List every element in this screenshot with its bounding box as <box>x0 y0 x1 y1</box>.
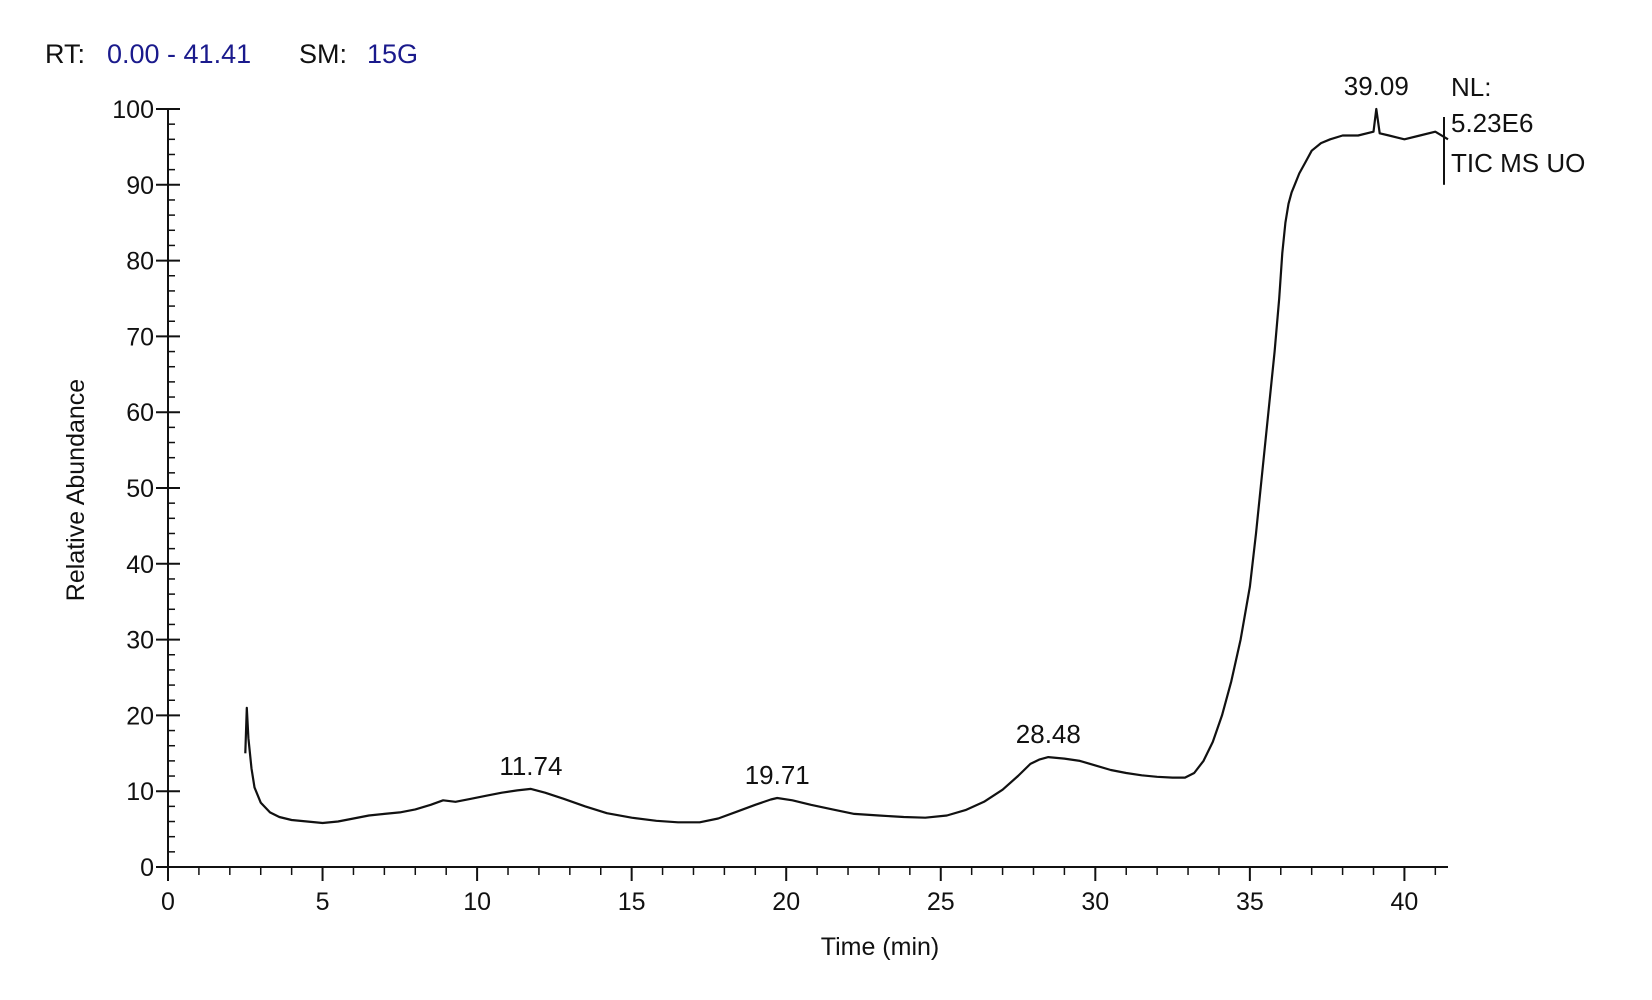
peak-label: 28.48 <box>1016 719 1081 749</box>
y-tick-label: 90 <box>126 172 154 200</box>
y-tick-label: 50 <box>126 475 154 503</box>
y-tick-label: 10 <box>126 778 154 806</box>
y-tick-label: 40 <box>126 551 154 579</box>
peak-label: 39.09 <box>1344 71 1409 101</box>
y-axis-title: Relative Abundance <box>62 379 90 601</box>
x-tick-label: 30 <box>1081 888 1109 916</box>
x-tick-label: 35 <box>1236 888 1264 916</box>
rt-label: RT: <box>45 39 85 69</box>
x-tick-label: 40 <box>1391 888 1419 916</box>
peak-labels: 11.74 19.71 28.48 39.09 <box>499 71 1445 790</box>
axes: 0 5 10 15 20 25 30 35 40 0 10 20 30 40 50 60 70 80 90 100 <box>112 96 1448 916</box>
x-tick-label: 15 <box>618 888 646 916</box>
trace-layer <box>244 107 1449 825</box>
x-tick-label: 0 <box>161 888 175 916</box>
x-tick-label: 5 <box>316 888 330 916</box>
y-tick-label: 80 <box>126 248 154 276</box>
x-axis-title: Time (min) <box>821 933 940 961</box>
y-tick-label: 70 <box>126 323 154 351</box>
y-tick-label: 20 <box>126 702 154 730</box>
y-tick-label: 60 <box>126 399 154 427</box>
x-tick-label: 20 <box>772 888 800 916</box>
sm-value: 15G <box>367 39 418 69</box>
trace-label: TIC MS UO <box>1451 148 1585 178</box>
peak-label: 11.74 <box>499 751 562 781</box>
rt-range: 0.00 - 41.41 <box>107 39 251 69</box>
nl-label: NL: <box>1451 72 1491 102</box>
x-tick-label: 25 <box>927 888 955 916</box>
sm-label: SM: <box>299 39 347 69</box>
x-tick-label: 10 <box>463 888 491 916</box>
y-tick-label: 0 <box>140 854 154 882</box>
y-tick-label: 30 <box>126 627 154 655</box>
peak-label: 19.71 <box>745 760 810 790</box>
y-tick-label: 100 <box>112 96 154 124</box>
tic-trace-line <box>244 107 1449 825</box>
nl-value: 5.23E6 <box>1451 108 1533 138</box>
